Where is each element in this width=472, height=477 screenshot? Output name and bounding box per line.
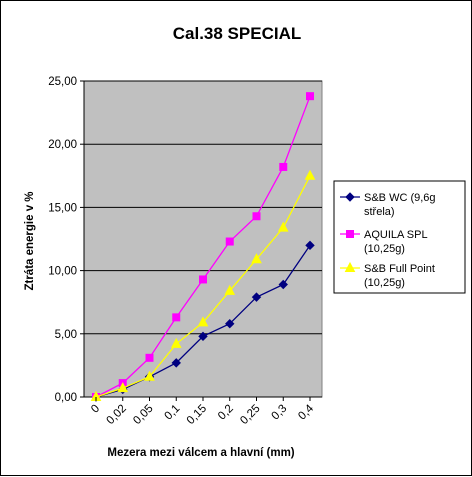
x-tick-label: 0,4 [296, 402, 316, 422]
data-point [171, 358, 181, 368]
chart-title: Cal.38 SPECIAL [173, 24, 302, 43]
data-point [252, 212, 261, 221]
data-point [117, 382, 129, 393]
y-tick-label: 10,00 [48, 266, 77, 278]
data-point [251, 292, 262, 302]
legend-label: S&B WC (9,6g [364, 192, 436, 204]
data-point [279, 162, 288, 171]
legend-marker [346, 230, 354, 238]
x-tick-label: 0,2 [216, 403, 236, 423]
data-point [251, 253, 262, 264]
legend-label: (10,25g) [364, 243, 405, 255]
y-tick-label: 20,00 [48, 139, 77, 151]
data-point [305, 240, 315, 251]
legend-label: AQUILA SPL [364, 229, 428, 241]
data-point [306, 92, 314, 101]
data-point [225, 318, 235, 329]
x-tick-label: 0,25 [238, 403, 262, 427]
legend-box [333, 180, 466, 294]
legend-entry-3: S&B Full Point (10,25g) [340, 261, 435, 289]
x-tick-label: 0,02 [105, 403, 129, 427]
data-point [145, 353, 154, 362]
legend-label: S&B Full Point [364, 263, 435, 275]
legend-marker [344, 261, 356, 272]
data-point [199, 275, 207, 284]
legend-entry-2: AQUILA SPL (10,25g) [340, 229, 428, 255]
x-tick-label: 0 [89, 403, 102, 416]
x-tick-label: 0,3 [270, 403, 290, 423]
legend-marker [345, 192, 355, 202]
data-point [198, 331, 208, 342]
data-point [224, 284, 236, 295]
y-tick-label: 15,00 [48, 202, 77, 214]
plot-background [83, 80, 323, 398]
x-tick-label: 0,05 [131, 403, 155, 427]
data-point [278, 279, 288, 290]
data-point [172, 313, 181, 322]
legend-entry-1: S&B WC (9,6g střela) [340, 192, 436, 218]
y-tick-label: 0,00 [55, 392, 77, 404]
x-tick-label: 0,1 [163, 403, 183, 423]
y-tick-label: 5,00 [55, 329, 77, 341]
legend-label: (10,25g) [364, 277, 405, 289]
data-point [144, 370, 155, 381]
data-point [170, 337, 182, 348]
data-point [277, 221, 289, 232]
legend-label: střela) [364, 206, 395, 218]
data-point [304, 169, 316, 180]
data-point [225, 237, 234, 246]
y-tick-label: 25,00 [48, 76, 77, 88]
y-axis-label: Ztráta energie v % [24, 191, 36, 290]
x-axis-label: Mezera mezi válcem a hlavní (mm) [107, 447, 294, 459]
x-tick-label: 0,15 [185, 403, 209, 427]
data-point [197, 316, 209, 327]
